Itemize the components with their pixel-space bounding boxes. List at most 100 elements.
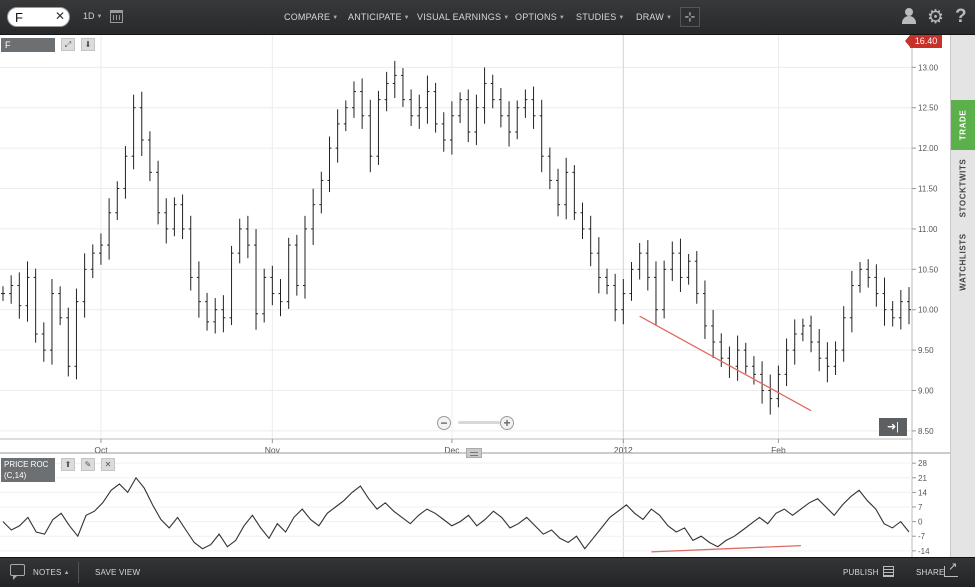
ohlc-bar	[66, 307, 71, 377]
ohlc-bar	[245, 215, 250, 259]
x-tick-label: Dec	[444, 445, 460, 455]
chart-area[interactable]: 13.00 12.50 12.00 11.50 11.00 10.50 10.00 9.50 9…	[0, 35, 950, 557]
ohlc-bar	[547, 147, 552, 190]
menu-label: STUDIES	[576, 12, 617, 22]
ohlc-bar	[637, 242, 642, 280]
help-icon[interactable]: ?	[955, 6, 967, 27]
zoom-out-button[interactable]: −	[437, 416, 451, 430]
ohlc-bar	[147, 131, 152, 182]
menu-label: ANTICIPATE	[348, 12, 402, 22]
publish-icon[interactable]	[883, 566, 894, 577]
crosshair-button[interactable]: ⊹	[680, 7, 700, 27]
ohlc-bar	[303, 215, 307, 299]
y-tick-label: 28	[918, 459, 927, 468]
ohlc-bar	[400, 68, 405, 107]
period-selector[interactable]: 1D ▼	[83, 11, 102, 21]
move-up-icon[interactable]: ⬆	[61, 458, 75, 471]
ohlc-bar	[278, 279, 283, 317]
symbol-input[interactable]	[15, 10, 55, 24]
crosshair-icon: ⊹	[684, 9, 696, 24]
ohlc-bar	[156, 160, 161, 225]
ohlc-bar	[605, 268, 609, 295]
ohlc-bar	[588, 215, 593, 267]
tab-watchlists[interactable]: WATCHLISTS	[951, 227, 975, 297]
ohlc-bar	[237, 218, 242, 264]
menu-visual-earnings[interactable]: VISUAL EARNINGS ▼	[417, 12, 509, 22]
menu-draw[interactable]: DRAW ▼	[636, 12, 672, 22]
ohlc-bar	[858, 262, 863, 293]
chevron-down-icon: ▼	[558, 15, 566, 21]
ohlc-bar	[596, 237, 601, 294]
share-icon[interactable]	[944, 560, 958, 577]
ohlc-bar	[874, 264, 879, 307]
close-icon[interactable]: ✕	[101, 458, 115, 471]
publish-button[interactable]: PUBLISH	[843, 568, 879, 577]
ohlc-bar	[833, 341, 838, 376]
ohlc-bar	[262, 268, 267, 323]
tab-stocktwits-label: STOCKTWITS	[958, 158, 968, 218]
symbol-label-badge[interactable]: F	[1, 38, 55, 52]
ohlc-bar	[792, 319, 797, 365]
menu-compare[interactable]: COMPARE ▼	[284, 12, 338, 22]
menu-label: COMPARE	[284, 12, 331, 22]
ohlc-bar	[645, 240, 650, 291]
menu-options[interactable]: OPTIONS ▼	[515, 12, 565, 22]
minus-icon: −	[440, 416, 448, 430]
divider	[78, 562, 79, 583]
tab-trade[interactable]: TRADE	[951, 100, 975, 150]
notes-icon[interactable]	[10, 564, 25, 580]
ohlc-bar	[205, 292, 210, 331]
ohlc-bar	[449, 101, 454, 155]
y-tick-label: -7	[918, 532, 926, 541]
notes-label: NOTES	[33, 568, 62, 577]
ohlc-bar	[115, 181, 120, 221]
go-to-latest-button[interactable]: ➜|	[879, 418, 907, 436]
ohlc-bar	[466, 89, 471, 143]
ohlc-bar	[425, 75, 430, 124]
tab-stocktwits[interactable]: STOCKTWITS	[951, 153, 975, 223]
ohlc-bar	[33, 268, 38, 343]
ohlc-bar	[90, 244, 95, 279]
panel-resize-handle[interactable]	[466, 448, 482, 458]
settings-gear-icon[interactable]: ⚙	[927, 7, 945, 28]
chevron-down-icon: ▼	[665, 15, 673, 21]
y-tick-label: 13.00	[918, 63, 939, 72]
ohlc-bar	[686, 253, 691, 285]
move-down-icon[interactable]: ⬇	[81, 38, 95, 51]
chevron-down-icon: ▼	[403, 15, 410, 21]
ohlc-bar	[131, 94, 136, 170]
share-button[interactable]: SHARE	[916, 568, 945, 577]
zoom-in-button[interactable]: +	[500, 416, 514, 430]
ohlc-bar	[376, 90, 381, 165]
edit-pencil-icon[interactable]: ✎	[81, 458, 95, 471]
clear-symbol-icon[interactable]: ✕	[54, 9, 65, 23]
last-price-tag: 16.40	[905, 35, 942, 48]
chart-canvas[interactable]: 13.00 12.50 12.00 11.50 11.00 10.50 10.00 9.50 9…	[0, 35, 950, 557]
ohlc-bar	[580, 202, 585, 240]
indicator-params: (C,14)	[4, 471, 27, 480]
expand-icon[interactable]: ⤢	[61, 38, 75, 51]
menu-studies[interactable]: STUDIES ▼	[576, 12, 625, 22]
menu-anticipate[interactable]: ANTICIPATE ▼	[348, 12, 410, 22]
chevron-down-icon: ▼	[96, 14, 103, 20]
ohlc-bar	[392, 60, 397, 99]
indicator-label-badge[interactable]: PRICE ROC (C,14)	[1, 458, 55, 482]
zoom-slider[interactable]	[458, 421, 500, 424]
ohlc-bar	[711, 309, 716, 359]
ohlc-bar	[172, 197, 177, 237]
chevron-down-icon: ▼	[332, 15, 339, 21]
notes-button[interactable]: NOTES ▲	[33, 568, 70, 577]
y-tick-label: 0	[918, 518, 923, 527]
ohlc-bar	[180, 194, 185, 240]
ohlc-bar	[653, 261, 658, 326]
user-icon[interactable]	[902, 8, 916, 24]
ohlc-bar	[498, 88, 503, 128]
ohlc-bar	[907, 287, 911, 325]
save-view-button[interactable]: SAVE VIEW	[95, 568, 140, 577]
calendar-icon[interactable]	[110, 10, 123, 23]
ohlc-bar	[539, 99, 544, 173]
symbol-search-box[interactable]: ✕	[7, 7, 70, 27]
ohlc-bar	[825, 342, 830, 383]
ohlc-bar	[49, 279, 54, 365]
tab-watchlists-label: WATCHLISTS	[958, 233, 968, 291]
